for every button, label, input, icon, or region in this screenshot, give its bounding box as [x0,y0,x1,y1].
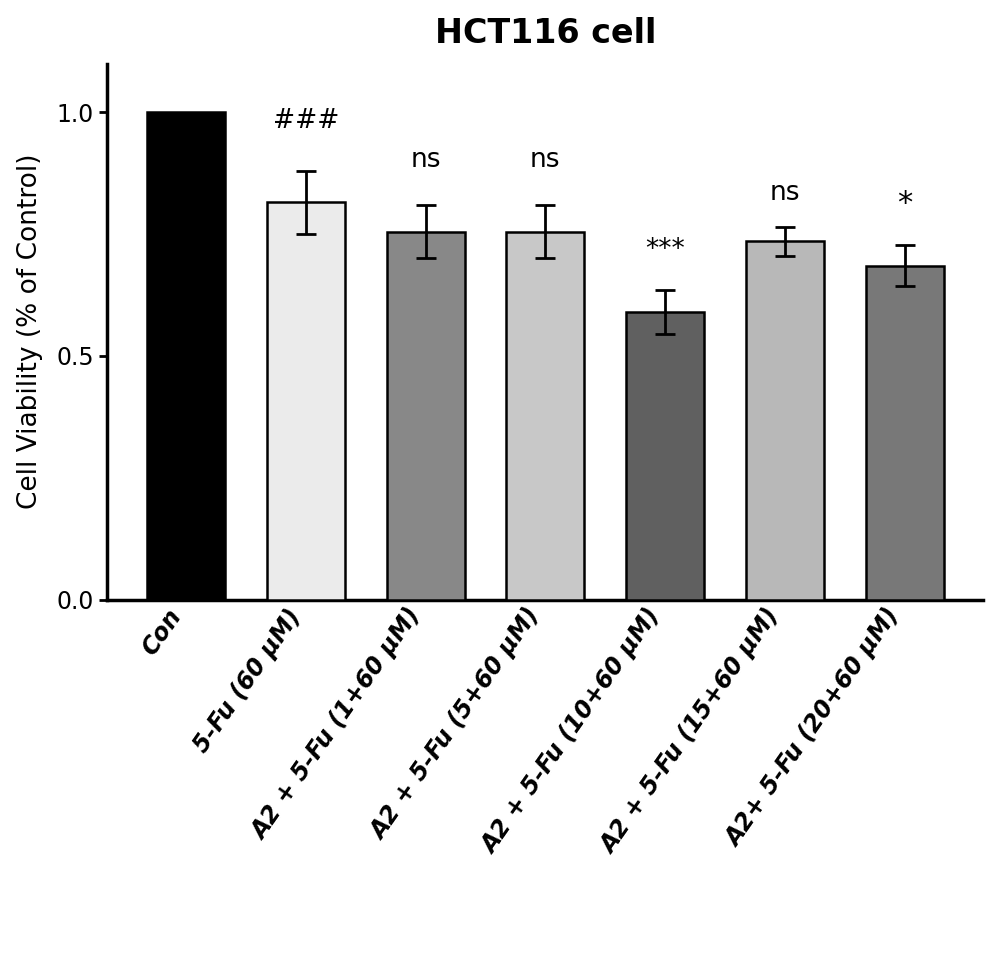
Bar [506,232,584,600]
Bar [746,242,824,600]
Bar [267,202,345,600]
Text: ###: ### [273,108,339,134]
Bar [866,266,944,600]
Text: *: * [897,190,912,219]
Bar [387,232,465,600]
Text: ns: ns [410,147,441,173]
Title: HCT116 cell: HCT116 cell [435,16,656,49]
Bar [147,112,225,600]
Y-axis label: Cell Viability (% of Control): Cell Viability (% of Control) [17,154,43,510]
Text: ***: *** [645,237,685,263]
Bar [626,312,704,600]
Text: ns: ns [530,147,561,173]
Text: ns: ns [770,180,800,206]
